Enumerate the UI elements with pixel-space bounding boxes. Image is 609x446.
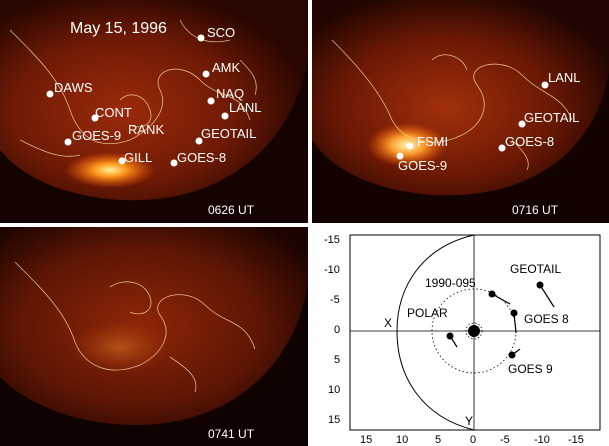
- station-label-fsmi: FSMI: [417, 134, 448, 149]
- station-label-lanl: LANL: [548, 70, 581, 85]
- auroral-image-2: LANL GEOTAIL FSMI GOES-8 GOES-9 0716 UT: [312, 0, 609, 223]
- coastline: [9, 19, 257, 157]
- station-label-daws: DAWS: [54, 80, 93, 95]
- y-tick-label: 0: [334, 324, 340, 336]
- station-label-naq: NAQ: [216, 86, 244, 101]
- aurora-glow: [70, 321, 170, 373]
- x-axis-label: X: [384, 316, 392, 330]
- x-tick-label: 10: [396, 434, 408, 446]
- x-tick-label: -10: [534, 434, 550, 446]
- label-geotail: GEOTAIL: [510, 262, 561, 276]
- goes8-track: [513, 312, 517, 334]
- station-label-geotail: GEOTAIL: [201, 126, 256, 141]
- auroral-image-panel-1: May 15, 1996 SCO AMK NAQ LANL DAWS CONT …: [0, 0, 308, 223]
- station-label-cont: CONT: [95, 105, 132, 120]
- orbit-plot: -15 -10 -5 0 5 10 15 15 10 5 0 -5 -10 -1…: [324, 234, 601, 446]
- inner-orbit: [465, 322, 483, 340]
- time-label: 0626 UT: [208, 203, 255, 217]
- label-goes9: GOES 9: [508, 362, 553, 376]
- y-tick-label: 10: [328, 384, 340, 396]
- magnetopause-curve: [396, 234, 475, 431]
- coastline: [14, 261, 256, 393]
- auroral-image-1: May 15, 1996 SCO AMK NAQ LANL DAWS CONT …: [0, 0, 308, 223]
- date-label: May 15, 1996: [70, 20, 167, 37]
- y-tick-label: -10: [324, 264, 340, 276]
- x-tick-label: -15: [568, 434, 584, 446]
- x-tick-label: 5: [435, 434, 441, 446]
- time-label: 0716 UT: [512, 203, 559, 217]
- auroral-image-3: 0741 UT: [0, 227, 308, 446]
- station-label-goes8: GOES-8: [505, 134, 554, 149]
- x-tick-label: -5: [500, 434, 510, 446]
- label-1990-095: 1990-095: [425, 276, 476, 290]
- spacecraft-1990-095-track: [491, 293, 511, 305]
- station-label-goes9: GOES-9: [72, 128, 121, 143]
- polar-track: [449, 335, 458, 348]
- geotail-track: [539, 284, 555, 308]
- station-label-sco: SCO: [207, 25, 235, 40]
- y-axis-label: Y: [465, 414, 473, 428]
- station-label-rank: RANK: [128, 122, 164, 137]
- station-label-geotail: GEOTAIL: [524, 110, 579, 125]
- x-tick-label: 0: [470, 434, 476, 446]
- auroral-image-panel-2: LANL GEOTAIL FSMI GOES-8 GOES-9 0716 UT: [312, 0, 609, 223]
- time-label: 0741 UT: [208, 427, 255, 441]
- plot-frame: [349, 234, 601, 431]
- station-label-gill: GILL: [124, 150, 152, 165]
- station-label-lanl: LANL: [229, 100, 262, 115]
- orbit-plot-panel: -15 -10 -5 0 5 10 15 15 10 5 0 -5 -10 -1…: [312, 227, 609, 446]
- label-goes8: GOES 8: [524, 312, 569, 326]
- x-tick-label: 15: [360, 434, 372, 446]
- y-tick-labels: -15 -10 -5 0 5 10 15: [324, 234, 340, 426]
- label-polar: POLAR: [407, 306, 448, 320]
- y-tick-label: 15: [328, 414, 340, 426]
- station-label-goes8: GOES-8: [177, 150, 226, 165]
- station-label-goes9: GOES-9: [398, 158, 447, 173]
- y-tick-label: -15: [324, 234, 340, 246]
- station-label-amk: AMK: [212, 60, 241, 75]
- earth-marker: [468, 325, 480, 337]
- y-tick-label: 5: [334, 354, 340, 366]
- y-tick-label: -5: [330, 294, 340, 306]
- x-tick-labels: 15 10 5 0 -5 -10 -15: [360, 434, 584, 446]
- goes9-track: [511, 348, 521, 356]
- coastline: [331, 39, 573, 171]
- aurora-glow: [65, 152, 155, 188]
- auroral-image-panel-3: 0741 UT: [0, 227, 308, 446]
